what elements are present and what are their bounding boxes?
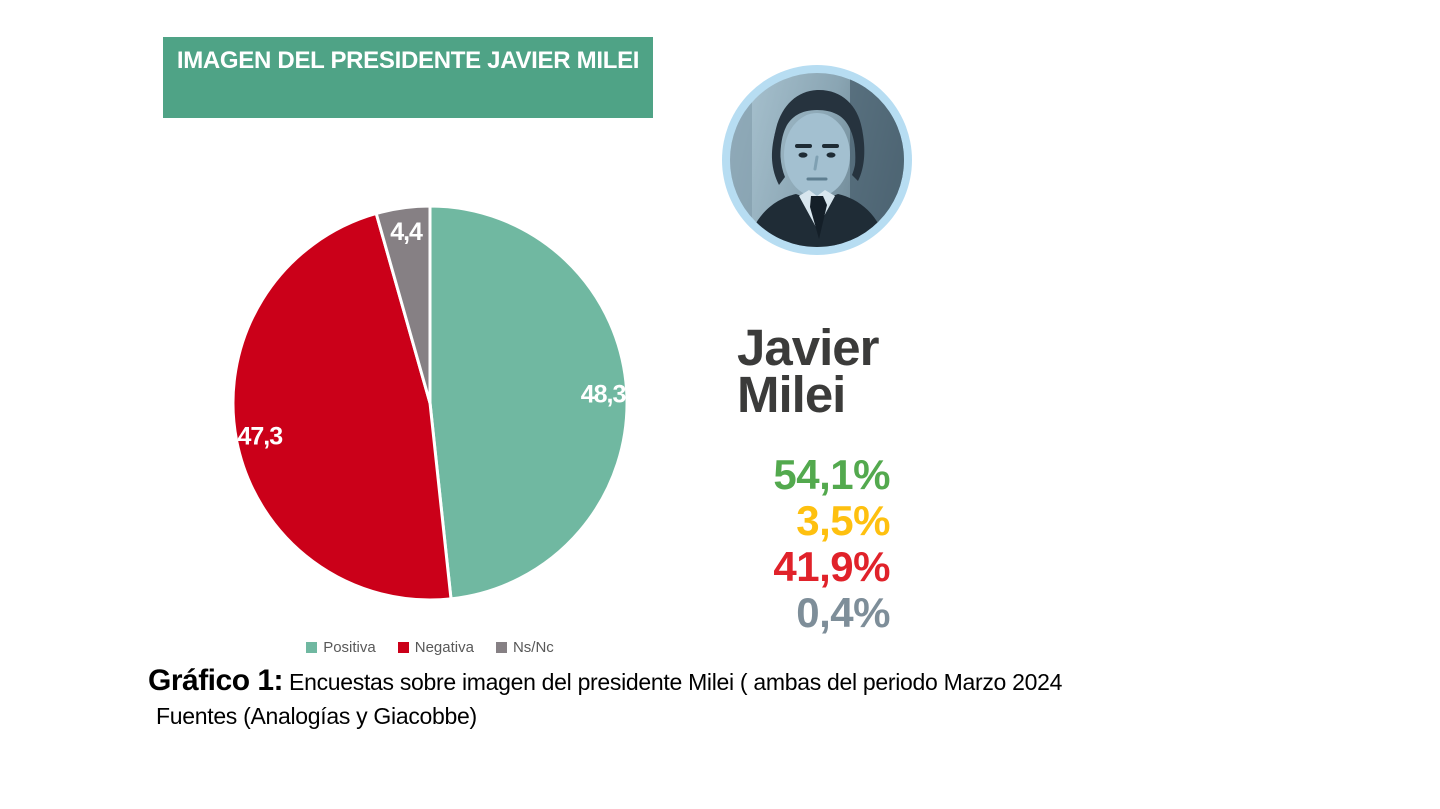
caption-text: Encuestas sobre imagen del presidente Mi… <box>289 669 1063 695</box>
poll-stat-value: 41,9% <box>773 543 890 590</box>
pie-slice-negativa <box>231 211 453 602</box>
pie-chart: 48,3 47,3 4,4 <box>231 204 629 602</box>
chart-title-bar: IMAGEN DEL PRESIDENTE JAVIER MILEI <box>163 37 653 118</box>
legend-swatch <box>495 642 507 653</box>
legend-label: Positiva <box>323 639 376 656</box>
person-name-line1: Javier <box>737 319 879 376</box>
caption: Gráfico 1: Encuestas sobre imagen del pre… <box>148 664 1308 733</box>
person-name: Javier Milei <box>737 319 879 423</box>
poll-stat-value: 0,4% <box>796 589 890 636</box>
legend-item-positiva: Positiva <box>306 639 376 656</box>
chart-title: IMAGEN DEL PRESIDENTE JAVIER MILEI <box>176 47 640 74</box>
legend-swatch <box>397 642 409 653</box>
legend-swatch <box>306 642 318 653</box>
legend-item-nsnc: Ns/Nc <box>495 639 554 656</box>
pie-legend: Positiva Negativa Ns/Nc <box>230 639 630 656</box>
caption-line2: Fuentes (Analogías y Giacobbe) <box>156 703 477 729</box>
poll-stat-value: 54,1% <box>773 451 890 498</box>
avatar <box>722 65 912 255</box>
pie-slice-value-label: 47,3 <box>237 423 282 451</box>
legend-item-negativa: Negativa <box>397 639 474 656</box>
pie-slice-nsnc <box>374 204 432 405</box>
caption-line1: Gráfico 1: Encuestas sobre imagen del pre… <box>148 664 1308 699</box>
legend-label: Ns/Nc <box>512 639 554 656</box>
pie-slice-value-label: 48,3 <box>581 380 626 408</box>
legend-label: Negativa <box>414 639 474 656</box>
pie-slice-value-label: 4,4 <box>390 218 423 246</box>
caption-label: Gráfico 1: <box>148 664 284 697</box>
person-name-line2: Milei <box>737 366 846 423</box>
poll-stat-value: 3,5% <box>796 497 890 544</box>
poll-stats: 54,1% 3,5% 41,9% 0,4% <box>550 452 890 636</box>
javier-milei-photo <box>722 65 912 255</box>
pie-slice-positiva <box>428 204 629 601</box>
